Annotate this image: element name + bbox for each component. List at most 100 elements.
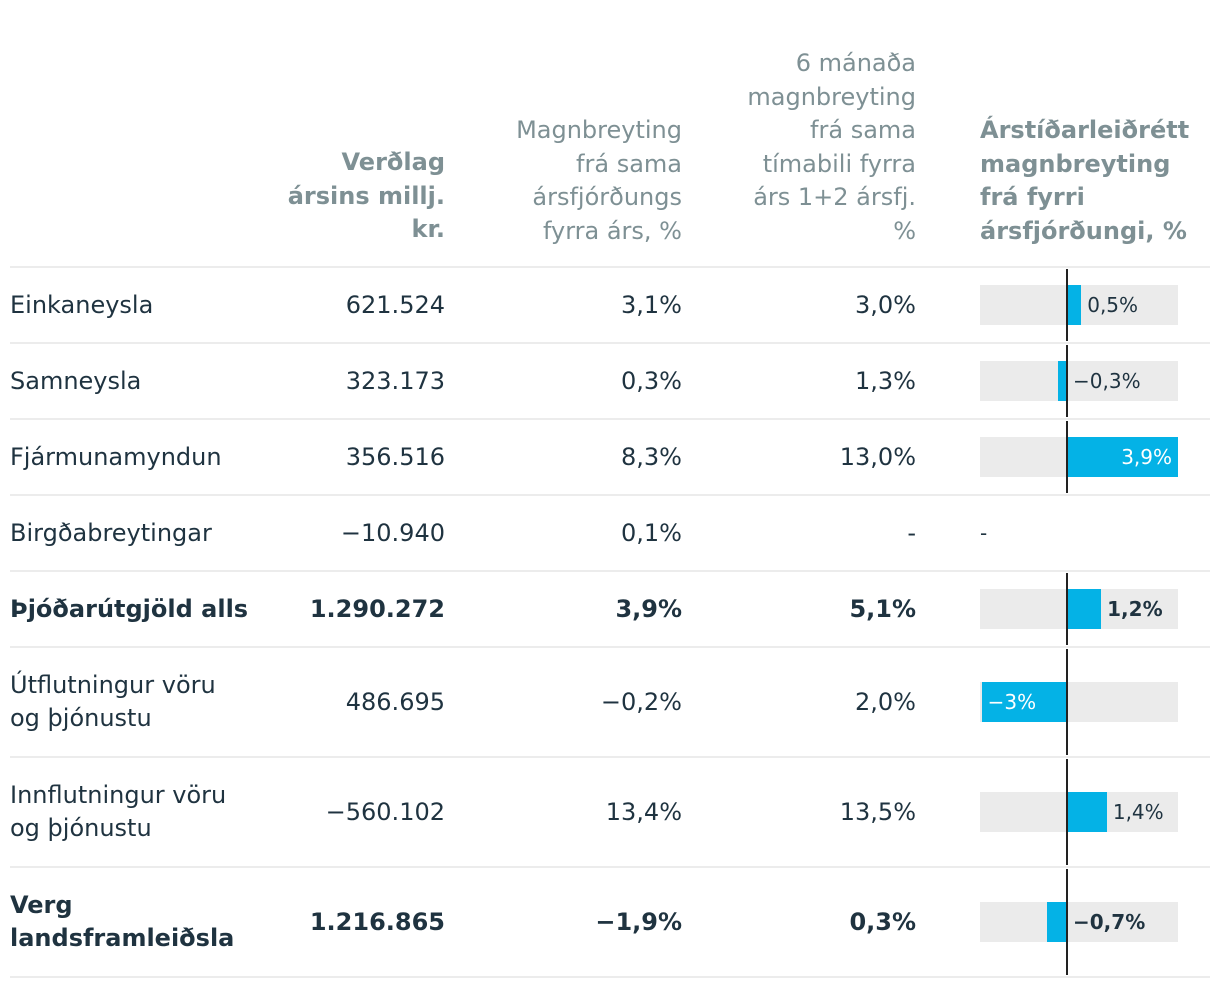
cell-verdlag: −10.940 bbox=[340, 518, 445, 547]
cell-magnbreyting-arsfj: 0,1% bbox=[621, 518, 682, 547]
cell-verdlag: 1.290.272 bbox=[309, 594, 445, 623]
cell-sex-manada: 13,0% bbox=[839, 442, 916, 471]
header-sex-line: magnbreyting bbox=[747, 82, 916, 111]
chart-data-label: 1,2% bbox=[1107, 597, 1163, 621]
row-divider bbox=[10, 866, 1210, 868]
chart-bar bbox=[981, 682, 1067, 722]
row-label-line: og þjónustu bbox=[10, 704, 152, 732]
zero-axis bbox=[1066, 649, 1068, 755]
chart-data-label: 3,9% bbox=[1121, 445, 1172, 469]
header-arstidarleidrett: Árstíðarleiðrétt magnbreyting frá fyrri … bbox=[980, 114, 1210, 248]
row-label-line: Útflutningur vöru bbox=[10, 671, 216, 699]
header-magnbreyting-arsfj: Magnbreyting frá sama ársfjórðungs fyrra… bbox=[460, 114, 682, 248]
header-arstid-line: ársfjórðungi, % bbox=[980, 216, 1187, 245]
row-label: Fjármunamyndun bbox=[10, 419, 270, 495]
cell-sex-manada: 3,0% bbox=[855, 290, 916, 319]
header-arstid-line: magnbreyting bbox=[980, 149, 1171, 178]
row-label-line: Þjóðarútgjöld alls bbox=[10, 594, 249, 623]
row-divider bbox=[10, 646, 1210, 648]
row-label-line: landsframleiðsla bbox=[10, 924, 235, 952]
row-label: Verg landsframleiðsla bbox=[10, 867, 270, 977]
cell-magnbreyting-arsfj: −0,2% bbox=[600, 687, 682, 716]
cell-magnbreyting-arsfj: 3,9% bbox=[615, 594, 682, 623]
row-label-line: Birgðabreytingar bbox=[10, 518, 212, 547]
header-arsfj-line: fyrra árs, % bbox=[542, 216, 682, 245]
cell-verdlag: 356.516 bbox=[345, 442, 445, 471]
row-divider bbox=[10, 418, 1210, 420]
row-label-text: Verg landsframleiðsla bbox=[10, 889, 234, 955]
cell-verdlag: 1.216.865 bbox=[309, 907, 445, 936]
cell-magnbreyting-arsfj: −1,9% bbox=[595, 907, 682, 936]
cell-verdlag: 486.695 bbox=[345, 687, 445, 716]
row-label: Innflutningur vöru og þjónustu bbox=[10, 757, 270, 867]
row-label-text: Birgðabreytingar bbox=[10, 517, 212, 550]
row-label-line: Einkaneysla bbox=[10, 290, 154, 319]
chart-data-label: −0,3% bbox=[1073, 369, 1141, 393]
cell-verdlag: 323.173 bbox=[345, 366, 445, 395]
header-arstid-line: Árstíðarleiðrétt bbox=[980, 116, 1190, 144]
bar-track bbox=[980, 361, 1178, 401]
row-label: Birgðabreytingar bbox=[10, 495, 270, 571]
cell-sex-manada: 1,3% bbox=[855, 366, 916, 395]
row-divider bbox=[10, 494, 1210, 496]
row-label: Þjóðarútgjöld alls bbox=[10, 571, 270, 647]
cell-magnbreyting-arsfj: 8,3% bbox=[621, 442, 682, 471]
row-label-line: Verg bbox=[10, 891, 73, 919]
cell-magnbreyting-arsfj: 13,4% bbox=[605, 797, 682, 826]
cell-sex-manada: 13,5% bbox=[839, 797, 916, 826]
row-label: Útflutningur vöru og þjónustu bbox=[10, 647, 270, 757]
row-label-line: Fjármunamyndun bbox=[10, 442, 222, 471]
chart-bar bbox=[1067, 285, 1082, 325]
row-label-text: Innflutningur vöru og þjónustu bbox=[10, 779, 226, 845]
cell-verdlag: −560.102 bbox=[325, 797, 445, 826]
cell-magnbreyting-arsfj: 3,1% bbox=[621, 290, 682, 319]
cell-sex-manada: - bbox=[907, 518, 916, 547]
zero-axis bbox=[1066, 269, 1068, 341]
header-verdlag-line: ársins millj. bbox=[287, 181, 445, 210]
row-divider bbox=[10, 756, 1210, 758]
zero-axis bbox=[1066, 573, 1068, 645]
row-label-text: Samneysla bbox=[10, 365, 141, 398]
cell-sex-manada: 5,1% bbox=[849, 594, 916, 623]
row-label-text: Útflutningur vöru og þjónustu bbox=[10, 669, 216, 735]
chart-data-label: 1,4% bbox=[1112, 800, 1164, 824]
header-sex-line: tímabili fyrra bbox=[762, 149, 916, 178]
zero-axis bbox=[1066, 345, 1068, 417]
row-label-text: Einkaneysla bbox=[10, 289, 153, 322]
row-label: Einkaneysla bbox=[10, 267, 270, 343]
cell-sex-manada: 0,3% bbox=[849, 907, 916, 936]
chart-data-label: −0,7% bbox=[1073, 910, 1146, 934]
cell-sex-manada: 2,0% bbox=[855, 687, 916, 716]
chart-data-label: −3% bbox=[987, 690, 1037, 714]
header-verdlag-line: kr. bbox=[411, 215, 446, 243]
header-sex-manada: 6 mánaða magnbreyting frá sama tímabili … bbox=[700, 47, 916, 248]
cell-verdlag: 621.524 bbox=[345, 290, 445, 319]
row-label-line: Innflutningur vöru bbox=[10, 781, 227, 809]
header-arsfj-line: ársfjórðungs bbox=[532, 183, 682, 211]
row-label-line: og þjónustu bbox=[10, 814, 152, 842]
row-divider bbox=[10, 570, 1210, 572]
chart-bar bbox=[1067, 437, 1178, 477]
row-divider bbox=[10, 266, 1210, 268]
chart-data-label: 0,5% bbox=[1087, 293, 1139, 317]
chart-bar bbox=[1058, 361, 1067, 401]
zero-axis bbox=[1066, 759, 1068, 865]
row-label-text: Þjóðarútgjöld alls bbox=[10, 593, 248, 626]
header-verdlag-line: Verðlag bbox=[341, 148, 445, 176]
chart-bar bbox=[1067, 792, 1107, 832]
row-label-line: Samneysla bbox=[10, 366, 142, 395]
row-label-text: Fjármunamyndun bbox=[10, 441, 222, 474]
bar-track bbox=[980, 902, 1178, 942]
row-label: Samneysla bbox=[10, 343, 270, 419]
cell-magnbreyting-arsfj: 0,3% bbox=[621, 366, 682, 395]
header-sex-line: árs 1+2 ársfj. bbox=[753, 183, 916, 211]
header-sex-line: frá sama bbox=[810, 116, 916, 144]
header-sex-line: 6 mánaða bbox=[795, 49, 916, 77]
header-arstid-line: frá fyrri bbox=[980, 183, 1085, 211]
header-arsfj-line: Magnbreyting bbox=[516, 116, 682, 144]
header-arsfj-line: frá sama bbox=[576, 149, 682, 178]
row-divider bbox=[10, 342, 1210, 344]
chart-data-label: - bbox=[980, 521, 988, 545]
chart-bar bbox=[1067, 589, 1102, 629]
zero-axis bbox=[1066, 869, 1068, 975]
